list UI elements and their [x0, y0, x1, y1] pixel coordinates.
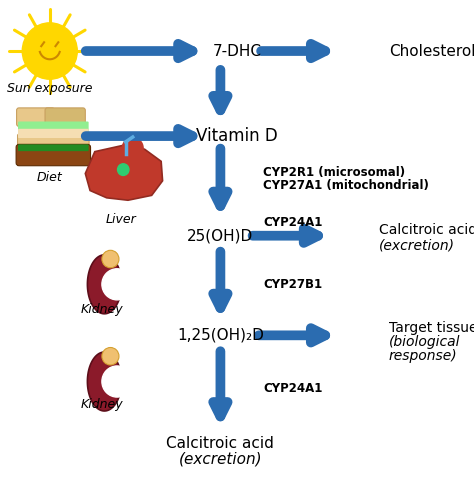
FancyBboxPatch shape: [17, 108, 55, 126]
Text: Kidney: Kidney: [81, 398, 123, 411]
Circle shape: [122, 138, 143, 159]
Text: CYP27B1: CYP27B1: [263, 278, 322, 291]
Polygon shape: [87, 352, 121, 411]
Text: Sun exposure: Sun exposure: [7, 82, 92, 95]
FancyBboxPatch shape: [18, 122, 89, 132]
Text: Kidney: Kidney: [81, 303, 123, 316]
FancyBboxPatch shape: [18, 134, 89, 145]
Circle shape: [102, 347, 119, 365]
Text: Calcitroic acid: Calcitroic acid: [166, 436, 274, 451]
Text: (excretion): (excretion): [379, 239, 455, 252]
Circle shape: [102, 250, 119, 268]
Text: CYP24A1: CYP24A1: [263, 216, 322, 228]
FancyBboxPatch shape: [18, 144, 89, 151]
Text: Vitamin D: Vitamin D: [196, 127, 278, 145]
Text: CYP2R1 (microsomal): CYP2R1 (microsomal): [263, 166, 405, 179]
FancyBboxPatch shape: [45, 108, 85, 126]
FancyBboxPatch shape: [16, 144, 91, 166]
Circle shape: [102, 366, 132, 397]
Circle shape: [22, 23, 77, 79]
Text: 7-DHC: 7-DHC: [212, 44, 262, 58]
Text: Target tissues: Target tissues: [389, 321, 474, 335]
Text: (biological: (biological: [389, 335, 460, 348]
Polygon shape: [85, 145, 163, 200]
Circle shape: [118, 164, 129, 175]
Text: 1,25(OH)₂D: 1,25(OH)₂D: [177, 328, 264, 343]
Circle shape: [102, 269, 132, 300]
Text: 25(OH)D: 25(OH)D: [187, 228, 254, 243]
Text: CYP24A1: CYP24A1: [263, 382, 322, 395]
Text: Cholesterol: Cholesterol: [389, 44, 474, 58]
Polygon shape: [87, 255, 121, 314]
Text: Diet: Diet: [37, 171, 63, 184]
Text: CYP27A1 (mitochondrial): CYP27A1 (mitochondrial): [263, 179, 429, 192]
Text: Liver: Liver: [106, 213, 136, 226]
Text: Calcitroic acid: Calcitroic acid: [379, 223, 474, 237]
Text: (excretion): (excretion): [179, 452, 262, 467]
FancyBboxPatch shape: [18, 129, 89, 138]
Text: response): response): [389, 349, 457, 363]
